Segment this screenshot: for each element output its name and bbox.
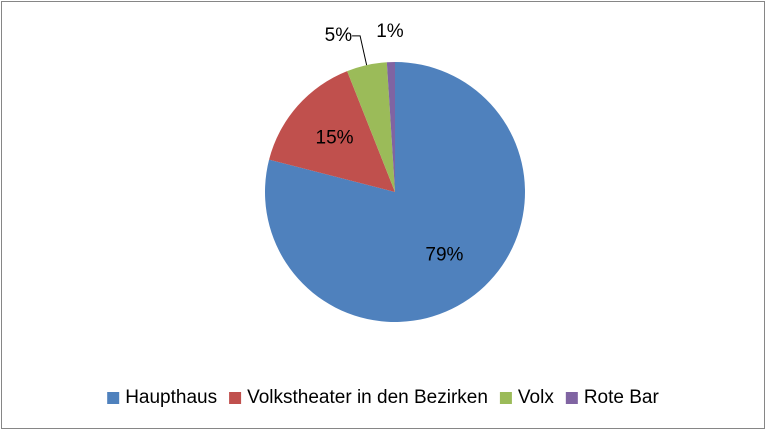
legend-label: Volx [518, 387, 554, 408]
leader-line [352, 35, 368, 66]
pie-slice [265, 62, 525, 322]
legend-label: Haupthaus [125, 387, 217, 408]
pie-slice [386, 62, 395, 192]
data-label: 79% [425, 245, 463, 266]
legend-swatch [229, 392, 242, 404]
legend-swatch [499, 392, 512, 404]
legend-swatch [565, 392, 578, 404]
legend-label: Volkstheater in den Bezirken [247, 387, 488, 408]
pie-slice [269, 71, 395, 192]
legend-label: Rote Bar [584, 387, 660, 408]
legend-swatch [107, 392, 120, 404]
pie-slice [347, 62, 395, 192]
data-label: 1% [376, 21, 404, 42]
data-label: 5% [325, 25, 353, 46]
data-label: 15% [316, 128, 354, 149]
